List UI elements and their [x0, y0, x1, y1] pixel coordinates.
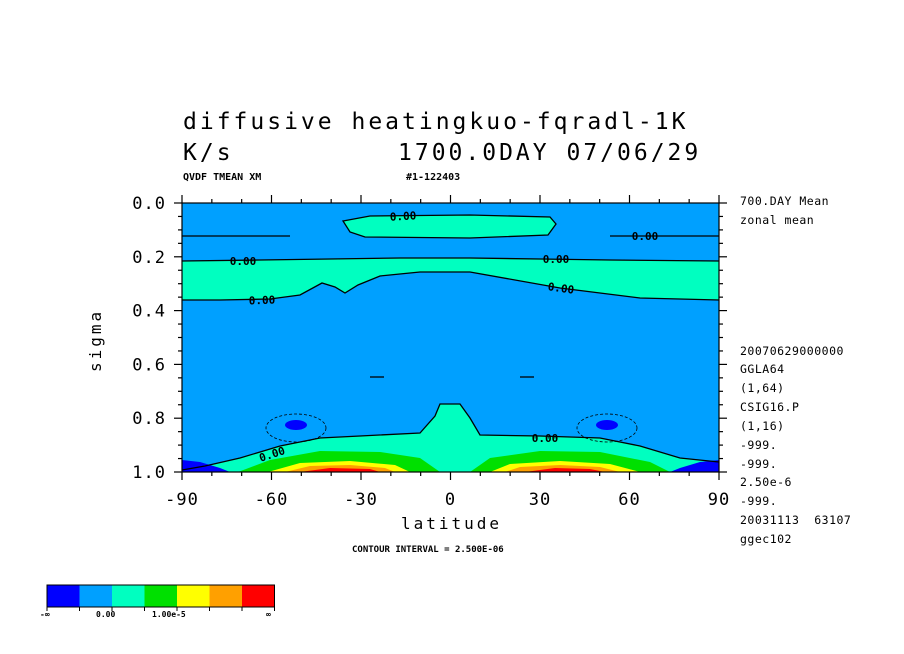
y-tick-label: 1.0: [132, 463, 166, 483]
negative-spot-left: [285, 420, 307, 430]
contour-lines: [182, 214, 719, 471]
side-info-7: -999.: [740, 438, 778, 452]
contour-line-top: [341, 214, 557, 239]
side-info-5: CSIG16.P: [740, 400, 800, 414]
colorbar-swatch: [112, 585, 145, 607]
side-info-8: -999.: [740, 457, 778, 471]
run-id-label: #1-122403: [406, 172, 461, 183]
side-info-11: 20031113 63107: [740, 513, 852, 527]
colorbar-swatch: [242, 585, 275, 607]
side-info-2: 20070629000000: [740, 344, 844, 358]
x-tick-label: -30: [344, 490, 378, 510]
contour-line-lower: [182, 403, 719, 471]
contour-value-label: 0.00: [532, 432, 559, 445]
dashed-contour-right: [576, 413, 638, 443]
contour-value-label: 0.00: [389, 209, 416, 223]
x-axis-label: latitude: [401, 514, 503, 533]
tick-labels: -90 -60 -30 0 30 60 90 0.0 0.2 0.4 0.6 0.8 1.0: [132, 194, 730, 510]
x-tick-label: -90: [165, 490, 199, 510]
side-info-6: (1,16): [740, 419, 785, 433]
x-tick-label: 0: [445, 490, 456, 510]
y-tick-label: 0.6: [132, 355, 166, 375]
contour-line-mid: [182, 271, 719, 301]
side-info-0: 700.DAY Mean: [740, 194, 830, 208]
units-label: K/s: [183, 140, 234, 166]
colorbar: [46, 584, 275, 611]
dashed-contours: [265, 413, 638, 443]
colorbar-swatch: [209, 585, 242, 607]
contour-value-label: 0.00: [543, 253, 570, 266]
side-info-12: ggec102: [740, 532, 792, 546]
y-tick-label: 0.2: [132, 248, 166, 268]
top-positive-region: [343, 215, 556, 238]
contour-value-label: 0.00: [249, 294, 276, 308]
colorbar-swatch: [144, 585, 177, 607]
filled-contours: [182, 203, 719, 472]
contour-value-label: 0.00: [230, 255, 257, 268]
colorbar-label-max: ∞: [266, 610, 271, 619]
x-tick-label: 60: [618, 490, 640, 510]
x-tick-label: -60: [255, 490, 289, 510]
side-info-4: (1,64): [740, 381, 785, 395]
negative-spot-right: [596, 420, 618, 430]
upper-positive-band: [182, 258, 719, 300]
dashed-contour-left: [265, 413, 327, 443]
x-tick-label: 30: [529, 490, 551, 510]
y-tick-label: 0.4: [132, 302, 166, 322]
colorbar-swatch: [47, 585, 80, 607]
lower-red-left: [300, 468, 380, 472]
colorbar-label-1e5: 1.00e-5: [152, 610, 186, 619]
colorbar-label-min: -∞: [40, 610, 50, 619]
variable-label: QVDF TMEAN XM: [183, 172, 262, 183]
colorbar-frame: [46, 584, 275, 608]
colorbar-swatch: [79, 585, 112, 607]
contour-value-label: 0.00: [632, 230, 659, 243]
contour-value-label: 0.00: [547, 280, 575, 297]
lower-red-right: [525, 468, 605, 472]
colorbar-swatch: [177, 585, 210, 607]
contour-interval-label: CONTOUR INTERVAL = 2.500E-06: [352, 545, 504, 555]
y-tick-label: 0.8: [132, 409, 166, 429]
side-info-9: 2.50e-6: [740, 475, 792, 489]
side-info-3: GGLA64: [740, 362, 785, 376]
time-label: 1700.0DAY 07/06/29: [398, 140, 702, 166]
chart-title: diffusive heatingkuo-fqradl-1K: [183, 109, 689, 135]
contour-line-upper: [182, 257, 719, 262]
side-info-10: -999.: [740, 494, 778, 508]
y-tick-label: 0.0: [132, 194, 166, 214]
colorbar-label-zero: 0.00: [96, 610, 116, 619]
axis-ticks: [174, 195, 727, 480]
side-info-1: zonal mean: [740, 213, 815, 227]
x-tick-label: 90: [708, 490, 730, 510]
negative-corner-right: [670, 460, 719, 472]
